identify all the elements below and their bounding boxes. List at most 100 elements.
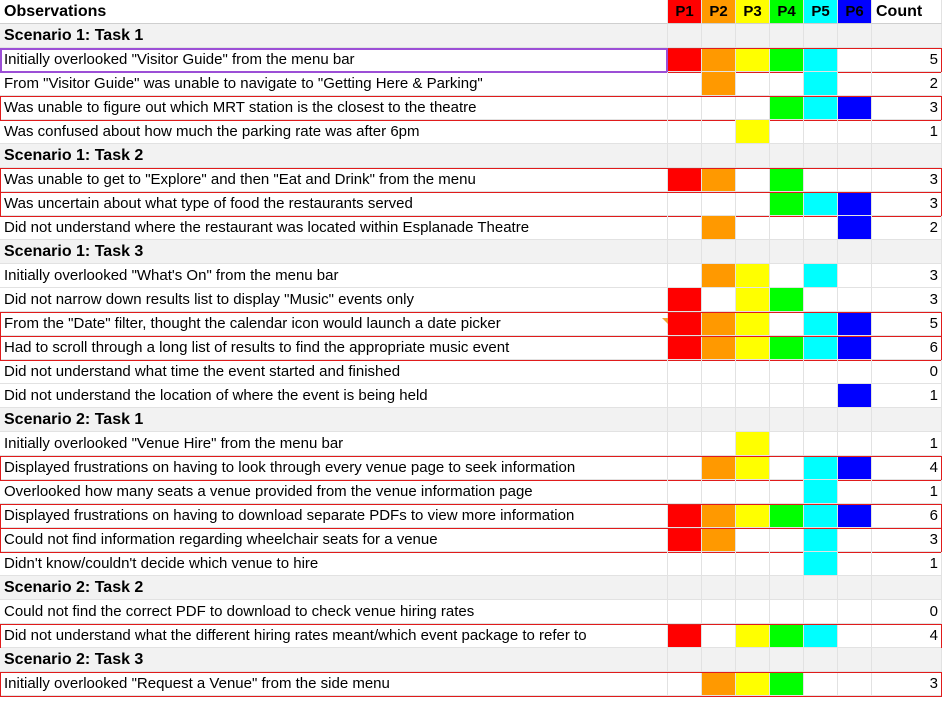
participant-cell-p3[interactable] xyxy=(736,312,770,336)
participant-cell-p5[interactable] xyxy=(804,480,838,504)
count-cell[interactable]: 1 xyxy=(872,384,942,408)
count-cell[interactable]: 2 xyxy=(872,216,942,240)
participant-cell-p5[interactable] xyxy=(804,312,838,336)
count-cell[interactable]: 3 xyxy=(872,672,942,696)
participant-cell-p2[interactable] xyxy=(702,24,736,48)
participant-cell-p4[interactable] xyxy=(770,168,804,192)
participant-cell-p4[interactable] xyxy=(770,336,804,360)
participant-cell-p1[interactable] xyxy=(668,648,702,672)
observation-cell[interactable]: Initially overlooked "Visitor Guide" fro… xyxy=(0,48,668,72)
observation-cell[interactable]: Overlooked how many seats a venue provid… xyxy=(0,480,668,504)
participant-cell-p3[interactable] xyxy=(736,24,770,48)
participant-cell-p4[interactable] xyxy=(770,600,804,624)
observation-cell[interactable]: Was unable to figure out which MRT stati… xyxy=(0,96,668,120)
count-cell[interactable] xyxy=(872,144,942,168)
participant-cell-p6[interactable] xyxy=(838,72,872,96)
participant-cell-p6[interactable] xyxy=(838,264,872,288)
participant-cell-p2[interactable] xyxy=(702,408,736,432)
participant-cell-p4[interactable] xyxy=(770,192,804,216)
participant-cell-p1[interactable] xyxy=(668,216,702,240)
participant-cell-p3[interactable] xyxy=(736,96,770,120)
participant-cell-p6[interactable] xyxy=(838,648,872,672)
participant-cell-p5[interactable] xyxy=(804,168,838,192)
participant-cell-p4[interactable] xyxy=(770,384,804,408)
participant-cell-p1[interactable] xyxy=(668,456,702,480)
participant-cell-p4[interactable] xyxy=(770,576,804,600)
participant-cell-p5[interactable] xyxy=(804,408,838,432)
participant-cell-p1[interactable] xyxy=(668,336,702,360)
participant-cell-p4[interactable] xyxy=(770,264,804,288)
participant-cell-p6[interactable] xyxy=(838,504,872,528)
participant-cell-p1[interactable] xyxy=(668,600,702,624)
participant-cell-p3[interactable] xyxy=(736,336,770,360)
count-cell[interactable]: 1 xyxy=(872,552,942,576)
participant-cell-p5[interactable] xyxy=(804,336,838,360)
participant-cell-p6[interactable] xyxy=(838,96,872,120)
participant-cell-p4[interactable] xyxy=(770,312,804,336)
header-p4[interactable]: P4 xyxy=(770,0,804,24)
observation-cell[interactable]: Initially overlooked "Venue Hire" from t… xyxy=(0,432,668,456)
participant-cell-p1[interactable] xyxy=(668,72,702,96)
participant-cell-p6[interactable] xyxy=(838,336,872,360)
count-cell[interactable] xyxy=(872,576,942,600)
participant-cell-p5[interactable] xyxy=(804,144,838,168)
participant-cell-p1[interactable] xyxy=(668,120,702,144)
participant-cell-p2[interactable] xyxy=(702,480,736,504)
header-count[interactable]: Count xyxy=(872,0,942,24)
observation-cell[interactable]: Did not understand what time the event s… xyxy=(0,360,668,384)
participant-cell-p2[interactable] xyxy=(702,336,736,360)
participant-cell-p2[interactable] xyxy=(702,288,736,312)
participant-cell-p6[interactable] xyxy=(838,312,872,336)
count-cell[interactable]: 0 xyxy=(872,360,942,384)
participant-cell-p1[interactable] xyxy=(668,360,702,384)
participant-cell-p2[interactable] xyxy=(702,312,736,336)
participant-cell-p6[interactable] xyxy=(838,456,872,480)
participant-cell-p3[interactable] xyxy=(736,120,770,144)
participant-cell-p3[interactable] xyxy=(736,144,770,168)
participant-cell-p5[interactable] xyxy=(804,648,838,672)
participant-cell-p1[interactable] xyxy=(668,528,702,552)
participant-cell-p4[interactable] xyxy=(770,72,804,96)
participant-cell-p5[interactable] xyxy=(804,600,838,624)
participant-cell-p2[interactable] xyxy=(702,96,736,120)
participant-cell-p6[interactable] xyxy=(838,168,872,192)
participant-cell-p6[interactable] xyxy=(838,408,872,432)
observation-cell[interactable]: Could not find the correct PDF to downlo… xyxy=(0,600,668,624)
count-cell[interactable]: 3 xyxy=(872,264,942,288)
participant-cell-p4[interactable] xyxy=(770,480,804,504)
participant-cell-p6[interactable] xyxy=(838,48,872,72)
participant-cell-p2[interactable] xyxy=(702,72,736,96)
participant-cell-p2[interactable] xyxy=(702,168,736,192)
participant-cell-p5[interactable] xyxy=(804,360,838,384)
count-cell[interactable]: 1 xyxy=(872,480,942,504)
participant-cell-p5[interactable] xyxy=(804,288,838,312)
count-cell[interactable]: 6 xyxy=(872,336,942,360)
participant-cell-p4[interactable] xyxy=(770,24,804,48)
participant-cell-p1[interactable] xyxy=(668,240,702,264)
participant-cell-p6[interactable] xyxy=(838,216,872,240)
participant-cell-p2[interactable] xyxy=(702,216,736,240)
observation-cell[interactable]: Could not find information regarding whe… xyxy=(0,528,668,552)
participant-cell-p2[interactable] xyxy=(702,600,736,624)
participant-cell-p2[interactable] xyxy=(702,264,736,288)
participant-cell-p5[interactable] xyxy=(804,504,838,528)
participant-cell-p2[interactable] xyxy=(702,360,736,384)
count-cell[interactable]: 3 xyxy=(872,168,942,192)
participant-cell-p6[interactable] xyxy=(838,600,872,624)
participant-cell-p3[interactable] xyxy=(736,240,770,264)
count-cell[interactable]: 5 xyxy=(872,312,942,336)
participant-cell-p3[interactable] xyxy=(736,456,770,480)
participant-cell-p6[interactable] xyxy=(838,672,872,696)
count-cell[interactable]: 0 xyxy=(872,600,942,624)
participant-cell-p3[interactable] xyxy=(736,600,770,624)
count-cell[interactable]: 3 xyxy=(872,192,942,216)
participant-cell-p6[interactable] xyxy=(838,144,872,168)
participant-cell-p4[interactable] xyxy=(770,624,804,648)
participant-cell-p4[interactable] xyxy=(770,240,804,264)
count-cell[interactable]: 1 xyxy=(872,432,942,456)
comment-indicator-icon[interactable] xyxy=(662,318,668,324)
participant-cell-p4[interactable] xyxy=(770,120,804,144)
count-cell[interactable]: 3 xyxy=(872,288,942,312)
participant-cell-p4[interactable] xyxy=(770,96,804,120)
observation-cell[interactable]: Had to scroll through a long list of res… xyxy=(0,336,668,360)
